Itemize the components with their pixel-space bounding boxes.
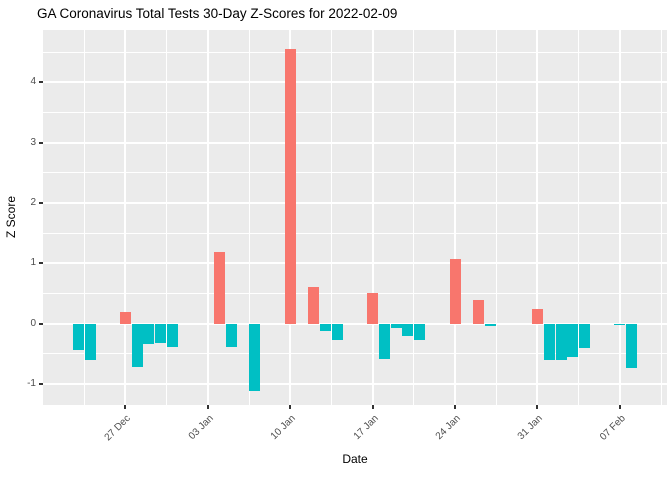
y-tick-label: 4 — [30, 76, 36, 88]
gridline-minor-vertical — [578, 30, 580, 405]
z-score-bar — [155, 323, 167, 344]
z-score-bar — [143, 323, 155, 345]
gridline-minor-horizontal — [43, 172, 667, 174]
z-score-bar — [308, 286, 320, 324]
y-tick-label: 0 — [30, 317, 36, 329]
x-tick-mark — [206, 405, 209, 409]
z-score-bar — [225, 323, 237, 347]
x-axis-title: Date — [342, 452, 368, 466]
gridline-minor-horizontal — [43, 112, 667, 114]
gridline-major-vertical — [536, 30, 539, 405]
z-score-bar — [614, 323, 626, 326]
gridline-major-vertical — [618, 30, 621, 405]
z-score-bar — [131, 323, 143, 367]
z-score-bar — [378, 323, 390, 360]
y-tick-mark — [39, 141, 43, 144]
x-tick-mark — [289, 405, 292, 409]
gridline-minor-vertical — [330, 30, 332, 405]
y-axis-title: Z Score — [4, 195, 18, 239]
z-score-bar — [390, 323, 402, 329]
z-score-bar — [167, 323, 178, 348]
gridline-minor-vertical — [660, 30, 662, 405]
gridline-major-horizontal — [43, 202, 667, 205]
z-score-bar — [579, 323, 591, 348]
x-tick-mark — [536, 405, 539, 409]
gridline-major-horizontal — [43, 382, 667, 385]
gridline-major-vertical — [371, 30, 374, 405]
z-score-bar — [367, 292, 379, 324]
x-tick-mark — [124, 405, 127, 409]
gridline-minor-vertical — [83, 30, 85, 405]
gridline-minor-horizontal — [43, 51, 667, 53]
z-score-bar — [555, 323, 567, 360]
z-score-bar — [414, 323, 426, 340]
chart-title: GA Coronavirus Total Tests 30-Day Z-Scor… — [37, 6, 398, 21]
z-score-bar — [72, 323, 84, 351]
z-score-bar — [473, 300, 485, 324]
z-score-bar — [214, 252, 226, 324]
y-tick-label: 3 — [30, 136, 36, 148]
z-score-bar — [449, 259, 461, 324]
gridline-minor-horizontal — [43, 232, 667, 234]
z-score-bar — [531, 308, 543, 324]
x-tick-mark — [371, 405, 374, 409]
gridline-major-horizontal — [43, 81, 667, 84]
y-tick-label: -1 — [27, 377, 36, 389]
gridline-minor-vertical — [413, 30, 415, 405]
y-tick-mark — [39, 81, 43, 84]
y-tick-label: 2 — [30, 197, 36, 209]
gridline-major-vertical — [124, 30, 127, 405]
y-tick-mark — [39, 382, 43, 385]
z-score-bar — [284, 49, 296, 324]
z-score-bar — [331, 323, 343, 341]
gridline-major-horizontal — [43, 262, 667, 265]
gridline-major-vertical — [454, 30, 457, 405]
z-score-bar — [84, 323, 96, 361]
gridline-minor-vertical — [248, 30, 250, 405]
gridline-major-horizontal — [43, 141, 667, 144]
x-tick-mark — [618, 405, 621, 409]
z-score-bar — [484, 323, 496, 326]
gridline-minor-vertical — [495, 30, 497, 405]
z-score-bar — [249, 323, 261, 391]
z-score-bar — [320, 323, 332, 332]
x-tick-mark — [454, 405, 457, 409]
y-tick-label: 1 — [30, 257, 36, 269]
gridline-minor-vertical — [166, 30, 168, 405]
gridline-minor-horizontal — [43, 292, 667, 294]
z-score-bar — [567, 323, 579, 358]
plot-panel — [43, 30, 667, 405]
z-score-bar — [402, 323, 414, 336]
gridline-minor-horizontal — [43, 353, 667, 355]
gridline-major-horizontal — [43, 322, 667, 325]
y-tick-mark — [39, 202, 43, 205]
y-tick-mark — [39, 322, 43, 325]
z-score-bar — [626, 323, 638, 368]
x-tick-label: 27 Dec — [103, 413, 134, 444]
gridline-major-vertical — [206, 30, 209, 405]
z-score-bar — [119, 312, 131, 324]
y-tick-mark — [39, 262, 43, 265]
z-score-bar — [543, 323, 555, 361]
